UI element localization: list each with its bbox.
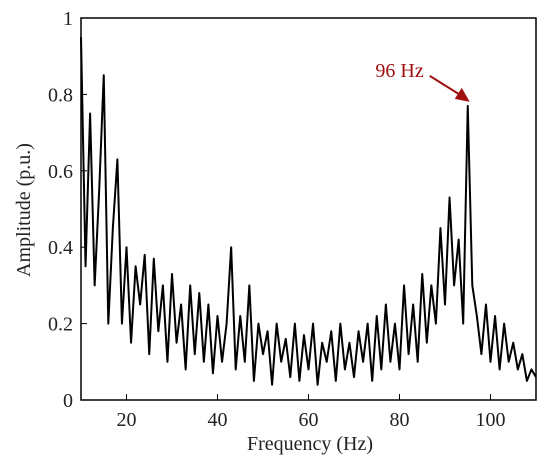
y-tick-label: 0.6 — [48, 161, 73, 183]
x-tick-label: 40 — [208, 409, 228, 431]
annotation-arrowhead — [454, 87, 470, 102]
x-tick-label: 20 — [117, 409, 137, 431]
plot-frame — [80, 17, 537, 401]
annotation-arrow — [429, 75, 463, 97]
x-tick-label: 80 — [390, 409, 410, 431]
x-tick-label: 100 — [476, 409, 506, 431]
annotation: 96 Hz — [375, 60, 423, 82]
line — [80, 37, 537, 386]
y-tick-label: 0 — [63, 390, 73, 412]
y-tick-label: 0.8 — [48, 84, 73, 106]
x-tick-label: 60 — [299, 409, 319, 431]
y-axis-label: Amplitude (p.u.) — [13, 143, 35, 277]
y-tick-label: 1 — [63, 8, 73, 30]
x-axis-label: Frequency (Hz) — [247, 433, 373, 455]
y-tick-label: 0.4 — [48, 237, 73, 259]
y-tick-label: 0.2 — [48, 314, 73, 336]
